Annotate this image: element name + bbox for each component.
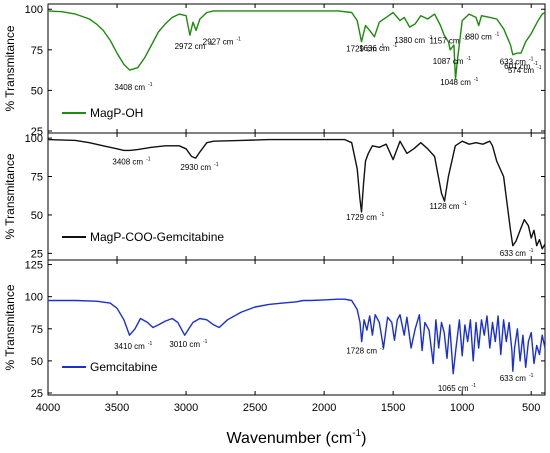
peak-label-superscript: -1 <box>148 82 153 88</box>
y-tick-label: 100 <box>25 4 43 16</box>
y-tick-label: 75 <box>31 45 43 57</box>
x-tick-label: 500 <box>522 402 540 414</box>
peak-label: 633 cm <box>500 374 527 383</box>
peak-label: 633 cm <box>500 58 527 67</box>
peak-label: 1636 cm <box>359 44 390 53</box>
peak-label: 880 cm <box>466 32 493 41</box>
peak-label-superscript: -1 <box>463 35 468 41</box>
peak-label-superscript: -1 <box>380 44 385 50</box>
x-tick-label: 1500 <box>381 402 405 414</box>
peak-label-superscript: -1 <box>537 65 542 71</box>
peak-label: 3010 cm <box>169 340 200 349</box>
y-tick-label: 75 <box>31 324 43 336</box>
legend-label: Gemcitabine <box>90 360 158 374</box>
peak-label-superscript: -1 <box>214 162 219 168</box>
peak-label: 1048 cm <box>440 78 471 87</box>
peak-label-superscript: -1 <box>148 341 153 347</box>
peak-label: 3410 cm <box>114 342 145 351</box>
y-tick-label: 100 <box>25 292 43 304</box>
x-tick-label: 4000 <box>36 402 60 414</box>
peak-label: 1087 cm <box>433 57 464 66</box>
peak-label: 1157 cm <box>429 36 459 45</box>
peak-label-superscript: -1 <box>463 201 468 207</box>
peak-label: 574 cm <box>508 66 535 75</box>
peak-label: 2930 cm <box>180 163 211 172</box>
peak-label-superscript: -1 <box>472 383 477 389</box>
y-tick-label: 125 <box>25 260 43 272</box>
peak-label-superscript: -1 <box>146 156 151 162</box>
y-axis-label: % Transmitance <box>3 284 17 370</box>
peak-label: 633 cm <box>500 249 527 258</box>
legend-label: MagP-OH <box>90 106 143 120</box>
peak-label-superscript: -1 <box>380 212 385 218</box>
series-line-magp-oh <box>47 10 546 80</box>
y-axis-label: % Transmitance <box>3 25 17 111</box>
x-tick-label: 1000 <box>450 402 474 414</box>
y-tick-label: 25 <box>31 388 43 400</box>
y-tick-label: 100 <box>25 133 43 145</box>
peak-label-superscript: -1 <box>203 339 208 345</box>
peak-label: 3408 cm <box>114 83 145 92</box>
peak-label: 1729 cm <box>346 213 377 222</box>
legend-label: MagP-COO-Gemcitabine <box>90 230 224 244</box>
y-axis-label: % Transmitance <box>3 153 17 239</box>
peak-label-superscript: -1 <box>529 373 534 379</box>
x-axis-label: Wavenumber (cm-1) <box>227 428 367 447</box>
peak-label-superscript: -1 <box>428 35 433 41</box>
x-tick-label: 2500 <box>243 402 267 414</box>
x-tick-label: 3500 <box>105 402 129 414</box>
peak-label-superscript: -1 <box>529 248 534 254</box>
peak-label-superscript: -1 <box>466 56 471 62</box>
peak-label: 601 cm <box>504 62 531 71</box>
panel-frame <box>47 259 546 396</box>
series-line-gemcitabine <box>48 298 546 375</box>
peak-label: 1128 cm <box>429 202 459 211</box>
peak-label-superscript: -1 <box>393 43 398 49</box>
y-tick-label: 50 <box>31 356 43 368</box>
peak-label-superscript: -1 <box>236 36 241 42</box>
peak-label: 1380 cm <box>394 36 425 45</box>
y-tick-label: 25 <box>31 126 43 138</box>
x-tick-label: 2000 <box>312 402 336 414</box>
peak-label-superscript: -1 <box>208 41 213 47</box>
series-line-magp-coo-gemcitabine <box>47 138 546 250</box>
peak-label: 2972 cm <box>175 42 206 51</box>
y-tick-label: 50 <box>31 210 43 222</box>
y-tick-label: 50 <box>31 85 43 97</box>
peak-label-superscript: -1 <box>474 77 479 83</box>
peak-label-superscript: -1 <box>380 346 385 352</box>
peak-label-superscript: -1 <box>495 31 500 37</box>
peak-label-superscript: -1 <box>533 61 538 67</box>
x-tick-label: 3000 <box>174 402 198 414</box>
y-tick-label: 25 <box>31 248 43 260</box>
peak-label: 1729 cm <box>346 45 377 54</box>
peak-label: 1728 cm <box>346 347 377 356</box>
y-tick-label: 75 <box>31 172 43 184</box>
peak-label-superscript: -1 <box>529 57 534 63</box>
peak-label: 1065 cm <box>438 384 469 393</box>
peak-label: 3408 cm <box>112 157 143 166</box>
peak-label: 2927 cm <box>203 37 234 46</box>
